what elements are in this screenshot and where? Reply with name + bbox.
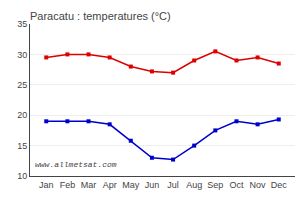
- svg-text:20: 20: [17, 110, 27, 120]
- svg-text:www.allmetsat.com: www.allmetsat.com: [35, 160, 117, 169]
- svg-text:Sep: Sep: [207, 180, 223, 190]
- svg-text:25: 25: [17, 80, 27, 90]
- svg-text:May: May: [122, 180, 140, 190]
- svg-text:10: 10: [17, 171, 27, 181]
- svg-text:Mar: Mar: [81, 180, 97, 190]
- svg-text:30: 30: [17, 50, 27, 60]
- svg-text:Jan: Jan: [39, 180, 54, 190]
- svg-text:35: 35: [17, 19, 27, 29]
- svg-text:15: 15: [17, 141, 27, 151]
- svg-text:Apr: Apr: [103, 180, 117, 190]
- svg-text:Dec: Dec: [271, 180, 288, 190]
- svg-text:Jul: Jul: [167, 180, 179, 190]
- svg-text:Oct: Oct: [229, 180, 244, 190]
- svg-text:Jun: Jun: [145, 180, 160, 190]
- svg-text:Paracatu : temperatures (°C): Paracatu : temperatures (°C): [30, 10, 171, 22]
- svg-text:Aug: Aug: [186, 180, 202, 190]
- svg-text:Nov: Nov: [250, 180, 267, 190]
- svg-text:Feb: Feb: [60, 180, 76, 190]
